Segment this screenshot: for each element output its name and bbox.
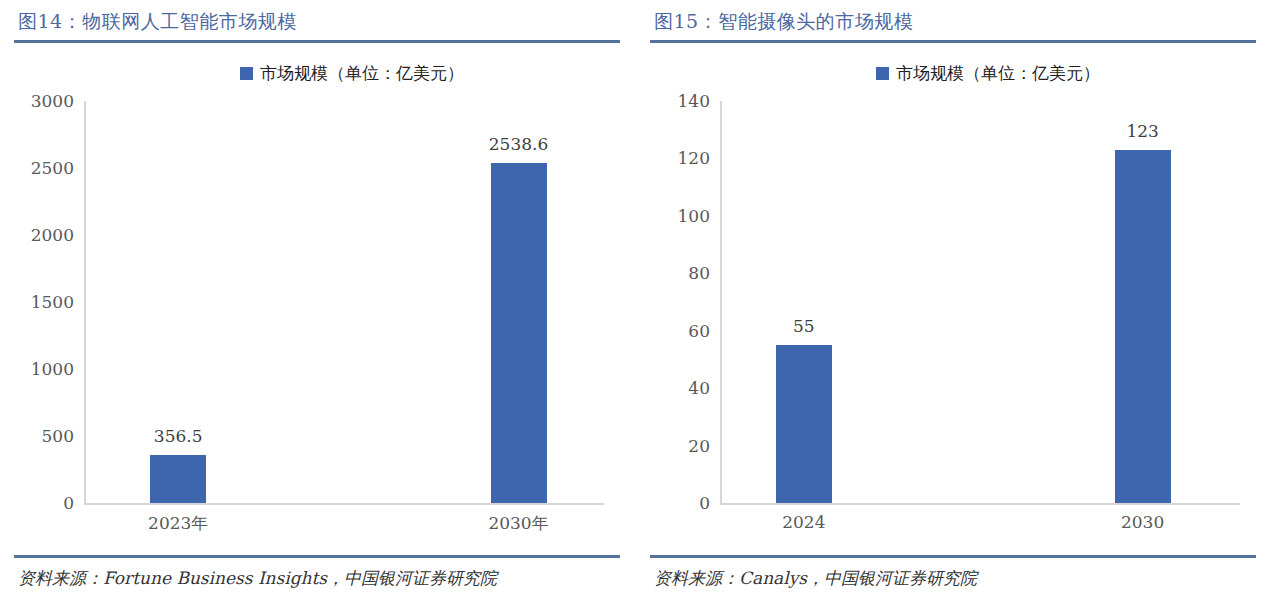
legend-label: 市场规模（单位：亿美元） xyxy=(260,62,464,85)
y-tick-label: 120 xyxy=(678,147,710,169)
footer-divider xyxy=(14,555,620,558)
y-axis: 050010001500200025003000 xyxy=(14,101,84,503)
x-tick-label: 2030 xyxy=(1121,512,1164,532)
x-tick-label: 2024 xyxy=(782,512,825,532)
report-figures-page: 图14：物联网人工智能市场规模 市场规模（单位：亿美元） 05001000150… xyxy=(0,0,1282,592)
y-tick-label: 0 xyxy=(63,492,74,514)
y-tick-label: 2500 xyxy=(31,157,74,179)
y-tick-label: 0 xyxy=(699,492,710,514)
y-tick-label: 140 xyxy=(678,90,710,112)
title-divider xyxy=(650,40,1256,43)
bar-value-label: 55 xyxy=(793,316,815,336)
bar xyxy=(150,455,206,503)
x-tick-label: 2030年 xyxy=(488,512,548,535)
y-tick-label: 1000 xyxy=(31,358,74,380)
figure-panel-15: 图15：智能摄像头的市场规模 市场规模（单位：亿美元） 0 20 40 60 80 100… xyxy=(650,8,1256,590)
bar-value-label: 2538.6 xyxy=(489,134,548,154)
x-tick-label: 2023年 xyxy=(148,512,208,535)
source-note: 资料来源：Fortune Business Insights，中国银河证券研究院 xyxy=(14,567,620,590)
plot-area: 356.52023年2538.62030年 xyxy=(84,101,604,505)
figure-panel-14: 图14：物联网人工智能市场规模 市场规模（单位：亿美元） 0 500 1000 150… xyxy=(14,8,620,590)
bar-chart: 020406080100120140 5520241232030 xyxy=(650,101,1256,505)
y-tick-label: 80 xyxy=(688,262,710,284)
source-note: 资料来源：Canalys，中国银河证券研究院 xyxy=(650,567,1256,590)
legend-square-icon xyxy=(240,67,253,80)
y-axis: 020406080100120140 xyxy=(650,101,720,503)
figure-title: 图15：智能摄像头的市场规模 xyxy=(650,8,1256,34)
bar xyxy=(1115,150,1171,503)
y-tick-label: 2000 xyxy=(31,224,74,246)
y-tick-label: 20 xyxy=(688,435,710,457)
bar-chart: 050010001500200025003000 356.52023年2538.… xyxy=(14,101,620,505)
plot-area: 5520241232030 xyxy=(720,101,1240,505)
footer-divider xyxy=(650,555,1256,558)
legend-label: 市场规模（单位：亿美元） xyxy=(896,62,1100,85)
figure-title: 图14：物联网人工智能市场规模 xyxy=(14,8,620,34)
bar-value-label: 123 xyxy=(1126,121,1158,141)
y-tick-label: 1500 xyxy=(31,291,74,313)
chart-legend: 市场规模（单位：亿美元） xyxy=(720,62,1256,84)
bar xyxy=(491,163,547,503)
y-tick-label: 3000 xyxy=(31,90,74,112)
legend-square-icon xyxy=(876,67,889,80)
bar-value-label: 356.5 xyxy=(154,426,203,446)
y-tick-label: 40 xyxy=(688,377,710,399)
y-tick-label: 500 xyxy=(42,425,74,447)
title-divider xyxy=(14,40,620,43)
chart-legend: 市场规模（单位：亿美元） xyxy=(84,62,620,84)
bar xyxy=(776,345,832,503)
y-tick-label: 100 xyxy=(678,205,710,227)
y-tick-label: 60 xyxy=(688,320,710,342)
